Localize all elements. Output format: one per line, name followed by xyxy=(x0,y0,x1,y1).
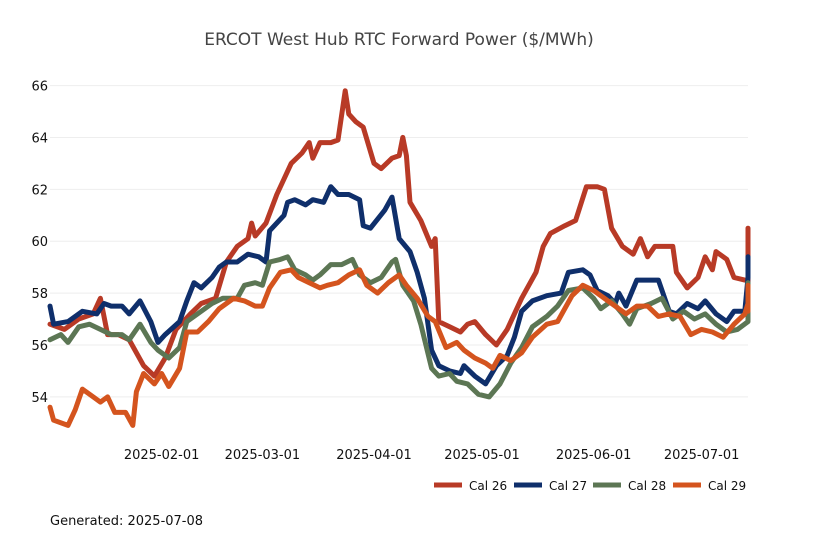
x-tick-label: 2025-07-01 xyxy=(664,448,740,463)
x-tick-label: 2025-02-01 xyxy=(124,448,200,463)
y-tick-label: 62 xyxy=(31,183,48,198)
chart-title: ERCOT West Hub RTC Forward Power ($/MWh) xyxy=(204,30,594,50)
series-line-cal-29 xyxy=(47,267,751,428)
x-tick-label: 2025-03-01 xyxy=(225,448,301,463)
legend: Cal 26 Cal 27 Cal 28 Cal 29 xyxy=(434,479,746,493)
series-line-cal-28 xyxy=(47,254,751,400)
legend-label: Cal 27 xyxy=(549,479,587,493)
x-tick-label: 2025-04-01 xyxy=(336,448,412,463)
gridlines xyxy=(50,85,748,398)
legend-label: Cal 28 xyxy=(628,479,666,493)
x-axis-ticks: 2025-02-01 2025-03-01 2025-04-01 2025-05-01… xyxy=(124,448,740,463)
y-tick-label: 56 xyxy=(31,339,48,354)
series-line-cal-27 xyxy=(47,184,751,387)
legend-label: Cal 26 xyxy=(469,479,507,493)
y-tick-label: 66 xyxy=(31,80,48,95)
y-axis-ticks: 54 56 58 60 62 64 66 xyxy=(31,80,48,406)
legend-label: Cal 29 xyxy=(708,479,746,493)
generated-footnote: Generated: 2025-07-08 xyxy=(50,514,203,529)
series-lines xyxy=(47,88,751,428)
x-tick-label: 2025-06-01 xyxy=(556,448,632,463)
x-tick-label: 2025-05-01 xyxy=(444,448,520,463)
y-tick-label: 64 xyxy=(31,131,48,146)
y-tick-label: 60 xyxy=(31,235,48,250)
y-tick-label: 58 xyxy=(31,287,48,302)
series-line-cal-26 xyxy=(47,88,751,379)
y-tick-label: 54 xyxy=(31,391,48,406)
